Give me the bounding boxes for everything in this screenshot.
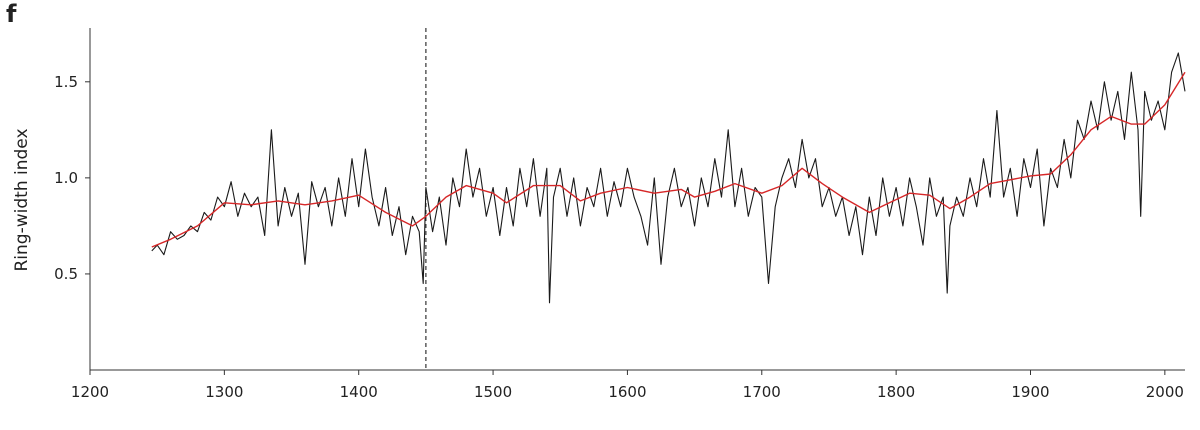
panel-label: f <box>6 0 17 28</box>
x-tick-label: 1200 <box>71 383 109 401</box>
x-tick-label: 1900 <box>1011 383 1049 401</box>
x-tick-label: 1300 <box>205 383 243 401</box>
y-tick-label: 0.5 <box>54 265 78 283</box>
x-tick-label: 2000 <box>1146 383 1184 401</box>
y-axis-label: Ring-width index <box>12 128 32 271</box>
y-tick-label: 1.0 <box>54 169 78 187</box>
data-line <box>151 71 1186 248</box>
x-tick-label: 1800 <box>877 383 915 401</box>
x-tick-label: 1700 <box>743 383 781 401</box>
x-tick-label: 1600 <box>608 383 646 401</box>
x-tick-label: 1400 <box>340 383 378 401</box>
y-tick-label: 1.5 <box>54 73 78 91</box>
x-tick-label: 1500 <box>474 383 512 401</box>
data-line <box>151 52 1186 304</box>
